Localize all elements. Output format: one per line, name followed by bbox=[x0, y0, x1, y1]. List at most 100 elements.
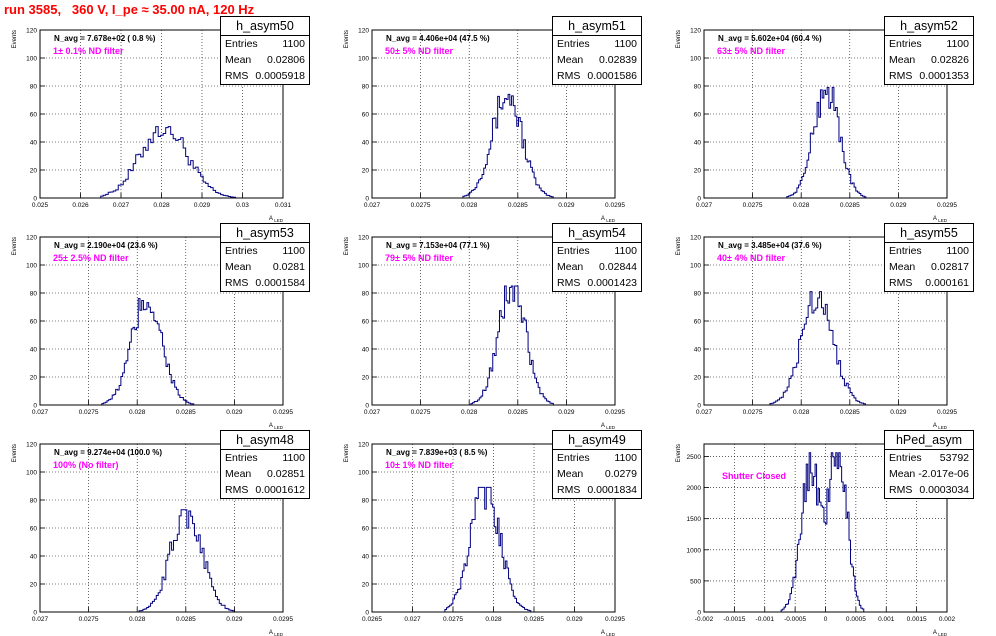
stat-label: RMS bbox=[557, 277, 581, 289]
stats-box: h_asym52 Entries 1100 Mean 0.02826 RMS 0.00013… bbox=[884, 16, 974, 85]
y-tick-label: 120 bbox=[26, 28, 37, 35]
x-tick-label: 0.029 bbox=[890, 409, 907, 416]
x-tick-label: 0.028 bbox=[129, 616, 146, 623]
x-tick-label: 0.027 bbox=[32, 409, 49, 416]
stat-value: 0.0001423 bbox=[587, 277, 637, 289]
x-tick-label: 0.029 bbox=[558, 409, 575, 416]
x-tick-label: 0.0275 bbox=[743, 202, 763, 209]
y-tick-label: 20 bbox=[30, 375, 38, 382]
x-tick-label: 0.028 bbox=[485, 616, 502, 623]
y-tick-label: 1000 bbox=[687, 547, 702, 554]
stat-value: 0.0001612 bbox=[255, 484, 305, 496]
y-axis-label: Events bbox=[344, 237, 350, 255]
histogram-plot: -0.002 -0.0015 -0.001 -0.0005 0 0.0005 0.001 0.… bbox=[676, 443, 956, 636]
stat-row-mean: Mean 0.02826 bbox=[885, 52, 973, 68]
y-axis-label: Events bbox=[344, 30, 350, 48]
stat-row-rms: RMS 0.0001586 bbox=[553, 68, 641, 84]
stat-label: RMS bbox=[889, 277, 913, 289]
y-axis-label: Events bbox=[676, 237, 682, 255]
y-tick-label: 80 bbox=[30, 498, 38, 505]
y-axis-label: Events bbox=[676, 444, 682, 462]
stat-label: Mean bbox=[889, 261, 916, 273]
y-tick-label: 20 bbox=[694, 168, 702, 175]
stat-label: Mean bbox=[557, 54, 584, 66]
y-tick-label: 20 bbox=[30, 168, 38, 175]
y-tick-label: 100 bbox=[358, 263, 369, 270]
histogram-name: h_asym50 bbox=[221, 17, 309, 36]
stat-row-rms: RMS 0.000161 bbox=[885, 275, 973, 291]
x-tick-label: 0.0015 bbox=[907, 616, 927, 623]
stat-label: Entries bbox=[889, 38, 922, 50]
x-tick-label: 0 bbox=[824, 616, 828, 623]
x-axis-label: A LED bbox=[933, 630, 948, 636]
x-tick-label: 0.0285 bbox=[508, 409, 528, 416]
x-tick-label: 0.027 bbox=[32, 616, 49, 623]
stat-label: RMS bbox=[889, 70, 913, 82]
y-tick-label: 0 bbox=[365, 196, 369, 203]
filter-note: 50± 5% ND filter bbox=[385, 46, 453, 56]
stat-row-mean: Mean 0.02851 bbox=[221, 466, 309, 482]
y-tick-label: 0 bbox=[697, 403, 701, 410]
stat-row-rms: RMS 0.0001423 bbox=[553, 275, 641, 291]
stats-box: h_asym48 Entries 1100 Mean 0.02851 RMS 0.00016… bbox=[220, 430, 310, 499]
stat-value: 0.02851 bbox=[267, 468, 305, 480]
y-tick-label: 80 bbox=[694, 84, 702, 91]
y-tick-label: 80 bbox=[30, 291, 38, 298]
histogram-bars bbox=[469, 285, 557, 406]
stat-row-mean: Mean 0.02839 bbox=[553, 52, 641, 68]
x-tick-label: 0.029 bbox=[226, 616, 243, 623]
y-tick-label: 80 bbox=[362, 498, 370, 505]
stat-label: RMS bbox=[557, 484, 581, 496]
stat-row-entries: Entries 1100 bbox=[885, 243, 973, 259]
histogram-plot: 0.027 0.0275 0.028 0.0285 0.029 0.0295 0 20 40 60… bbox=[12, 235, 293, 430]
x-tick-label: 0.0275 bbox=[411, 202, 431, 209]
stat-label: Mean bbox=[225, 54, 252, 66]
y-tick-label: 0 bbox=[33, 403, 37, 410]
y-axis-label: Events bbox=[12, 30, 18, 48]
stat-value: 0.0001586 bbox=[587, 70, 637, 82]
stats-box: hPed_asym Entries 53792 Mean -2.017e-06 RMS 0.… bbox=[884, 430, 974, 499]
x-tick-label: 0.0285 bbox=[524, 616, 544, 623]
y-tick-label: 500 bbox=[690, 578, 701, 585]
histogram-bars bbox=[770, 452, 875, 613]
stat-value: 1100 bbox=[614, 245, 637, 257]
x-axis-label: A LED bbox=[601, 423, 616, 429]
navg-label: N_avg = 4.406e+04 (47.5 %) bbox=[386, 34, 490, 43]
x-tick-label: 0.0285 bbox=[840, 409, 860, 416]
x-tick-label: 0.028 bbox=[793, 409, 810, 416]
x-tick-label: 0.029 bbox=[226, 409, 243, 416]
y-tick-label: 40 bbox=[362, 347, 370, 354]
stat-value: -2.017e-06 bbox=[918, 468, 969, 480]
pad-h_asym48: 0.027 0.0275 0.028 0.0285 0.029 0.0295 0 20 40 60… bbox=[0, 429, 332, 636]
y-tick-label: 100 bbox=[26, 56, 37, 63]
stat-value: 0.0001584 bbox=[255, 277, 305, 289]
stat-row-entries: Entries 1100 bbox=[885, 36, 973, 52]
histogram-bars bbox=[444, 486, 534, 613]
histogram-name: hPed_asym bbox=[885, 431, 973, 450]
y-tick-label: 100 bbox=[26, 470, 37, 477]
stat-row-mean: Mean 0.0281 bbox=[221, 259, 309, 275]
navg-label: N_avg = 2.190e+04 (23.6 %) bbox=[54, 241, 158, 250]
x-tick-label: 0.0285 bbox=[840, 202, 860, 209]
x-tick-label: 0.0275 bbox=[79, 616, 99, 623]
pad-h_asym49: 0.0265 0.027 0.0275 0.028 0.0285 0.029 0.0295 0… bbox=[332, 429, 664, 636]
stat-value: 0.0001353 bbox=[919, 70, 969, 82]
y-tick-label: 40 bbox=[694, 347, 702, 354]
stat-row-rms: RMS 0.0005918 bbox=[221, 68, 309, 84]
y-axis-label: Events bbox=[676, 30, 682, 48]
y-tick-label: 60 bbox=[30, 112, 38, 119]
stat-value: 0.0001834 bbox=[587, 484, 637, 496]
histogram-name: h_asym55 bbox=[885, 224, 973, 243]
y-tick-label: 60 bbox=[30, 526, 38, 533]
stat-row-rms: RMS 0.0001584 bbox=[221, 275, 309, 291]
y-tick-label: 40 bbox=[694, 140, 702, 147]
y-tick-label: 2500 bbox=[687, 454, 702, 461]
y-tick-label: 60 bbox=[362, 112, 370, 119]
stats-box: h_asym50 Entries 1100 Mean 0.02806 RMS 0.00059… bbox=[220, 16, 310, 85]
y-tick-label: 40 bbox=[30, 347, 38, 354]
x-tick-label: 0.029 bbox=[558, 202, 575, 209]
y-tick-label: 100 bbox=[26, 263, 37, 270]
run-title: run 3585, 360 V, I_pe ≈ 35.00 nA, 120 Hz bbox=[4, 2, 255, 17]
pad-hPed_asym: -0.002 -0.0015 -0.001 -0.0005 0 0.0005 0.001 0.… bbox=[664, 429, 996, 636]
x-tick-label: 0.0275 bbox=[79, 409, 99, 416]
